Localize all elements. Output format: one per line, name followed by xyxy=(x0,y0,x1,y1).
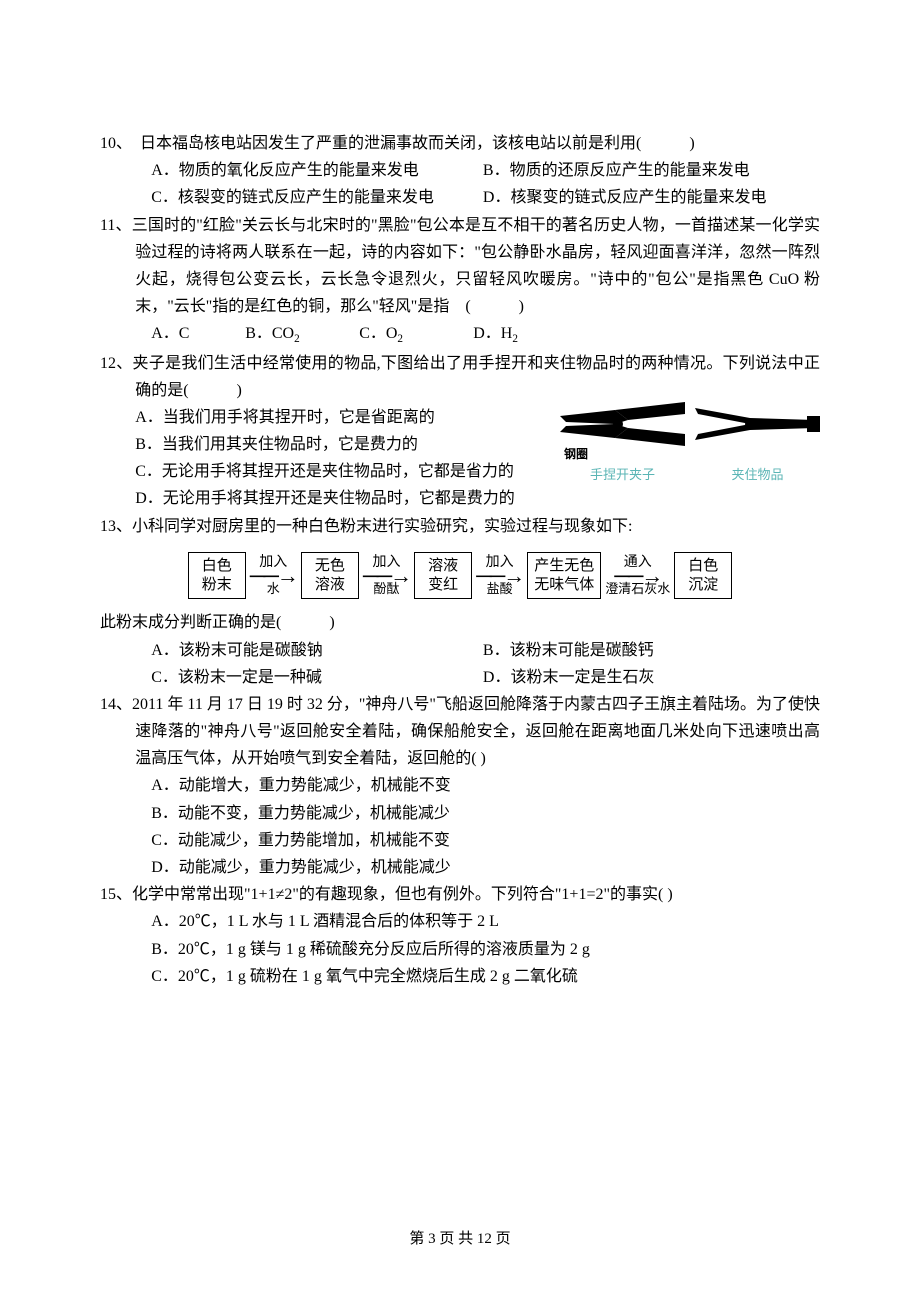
q11-opt-c-text: C．O xyxy=(359,320,397,347)
flow-box-1: 无色 溶液 xyxy=(301,552,359,600)
clip-caption-left: 手捏开夹子 xyxy=(560,464,685,486)
flow-box-2-l2: 变红 xyxy=(421,576,465,595)
flow-arrow-3-bot: 澄清石灰水 xyxy=(605,582,670,596)
sub-2: 2 xyxy=(397,334,403,346)
clip-row xyxy=(560,400,820,448)
q14-text: 2011 年 11 月 17 日 19 时 32 分，"神舟八号"飞船返回舱降落… xyxy=(132,696,820,767)
q11-stem: 11、三国时的"红脸"关云长与北宋时的"黑脸"包公本是互不相干的著名历史人物，一… xyxy=(100,212,820,321)
flow-arrow-1-bot: 酚酞 xyxy=(373,582,399,596)
q10-number: 10、 xyxy=(100,135,124,152)
q10-opt-d: D．核聚变的链式反应产生的能量来发电 xyxy=(483,184,811,211)
flow-arrow-1: 加入 ──→ 酚酞 xyxy=(363,555,410,596)
q13-opt-b: B．该粉末可能是碳酸钙 xyxy=(483,637,811,664)
flow-box-0-l2: 粉末 xyxy=(195,576,239,595)
flow-box-0: 白色 粉末 xyxy=(188,552,246,600)
q13-after: 此粉末成分判断正确的是( ) xyxy=(100,609,820,636)
q15-opt-b: B．20℃，1 g 镁与 1 g 稀硫酸充分反应后所得的溶液质量为 2 g xyxy=(151,936,820,963)
q12-number: 12、 xyxy=(100,355,133,372)
q15-opt-c: C．20℃，1 g 硫粉在 1 g 氧气中完全燃烧后生成 2 g 二氧化硫 xyxy=(151,963,820,990)
q14-opt-a: A．动能增大，重力势能减少，机械能不变 xyxy=(151,772,820,799)
page-footer: 第 3 页 共 12 页 xyxy=(0,1227,920,1253)
q15-stem: 15、化学中常常出现"1+1≠2"的有趣现象，但也有例外。下列符合"1+1=2"… xyxy=(100,881,820,908)
flow-box-4-l2: 沉淀 xyxy=(681,576,725,595)
q11-opt-d: D．H2 xyxy=(473,320,563,349)
q14-options: A．动能增大，重力势能减少，机械能不变 B．动能不变，重力势能减少，机械能减少 … xyxy=(100,772,820,881)
flow-box-2-l1: 溶液 xyxy=(421,557,465,576)
q14-number: 14、 xyxy=(100,696,132,713)
flow-box-4: 白色 沉淀 xyxy=(674,552,732,600)
q10-opt-c: C．核裂变的链式反应产生的能量来发电 xyxy=(151,184,479,211)
flow-box-4-l1: 白色 xyxy=(681,557,725,576)
flow-box-3-l2: 无味气体 xyxy=(534,576,594,595)
q10-options: A．物质的氧化反应产生的能量来发电 B．物质的还原反应产生的能量来发电 C．核裂… xyxy=(100,157,820,211)
q11-options: A．C B．CO2 C．O2 D．H2 xyxy=(100,320,820,349)
q13-opt-d: D．该粉末一定是生石灰 xyxy=(483,664,811,691)
clip-closed xyxy=(695,400,820,448)
question-11: 11、三国时的"红脸"关云长与北宋时的"黑脸"包公本是互不相干的著名历史人物，一… xyxy=(100,212,820,350)
q12-stem: 12、夹子是我们生活中经常使用的物品,下图给出了用手捏开和夹住物品时的两种情况。… xyxy=(100,350,820,404)
flow-arrow-2-bot: 盐酸 xyxy=(487,582,513,596)
page: 10、 日本福岛核电站因发生了严重的泄漏事故而关闭，该核电站以前是利用( ) A… xyxy=(0,0,920,1300)
q13-text: 小科同学对厨房里的一种白色粉末进行实验研究，实验过程与现象如下: xyxy=(132,518,632,535)
q10-opt-a: A．物质的氧化反应产生的能量来发电 xyxy=(151,157,479,184)
flow-arrow-3: 通入 ──→ 澄清石灰水 xyxy=(605,555,670,596)
q14-opt-d: D．动能减少，重力势能减少，机械能减少 xyxy=(151,854,820,881)
q11-text: 三国时的"红脸"关云长与北宋时的"黑脸"包公本是互不相干的著名历史人物，一首描述… xyxy=(132,217,820,316)
sub-2: 2 xyxy=(294,334,300,346)
q13-stem: 13、小科同学对厨房里的一种白色粉末进行实验研究，实验过程与现象如下: xyxy=(100,513,820,540)
q15-text: 化学中常常出现"1+1≠2"的有趣现象，但也有例外。下列符合"1+1=2"的事实… xyxy=(132,886,673,903)
sub-2: 2 xyxy=(512,334,518,346)
q13-opt-a: A．该粉末可能是碳酸钠 xyxy=(151,637,479,664)
flow-box-2: 溶液 变红 xyxy=(414,552,472,600)
q14-stem: 14、2011 年 11 月 17 日 19 时 32 分，"神舟八号"飞船返回… xyxy=(100,691,820,773)
q11-number: 11、 xyxy=(100,217,132,234)
flow-box-1-l2: 溶液 xyxy=(308,576,352,595)
q12-text: 夹子是我们生活中经常使用的物品,下图给出了用手捏开和夹住物品时的两种情况。下列说… xyxy=(133,355,820,399)
q10-stem: 10、 日本福岛核电站因发生了严重的泄漏事故而关闭，该核电站以前是利用( ) xyxy=(100,130,820,157)
q10-text: 日本福岛核电站因发生了严重的泄漏事故而关闭，该核电站以前是利用( ) xyxy=(124,135,695,152)
flow-box-1-l1: 无色 xyxy=(308,557,352,576)
question-15: 15、化学中常常出现"1+1≠2"的有趣现象，但也有例外。下列符合"1+1=2"… xyxy=(100,881,820,990)
q11-opt-c: C．O2 xyxy=(359,320,469,349)
q11-opt-b-text: B．CO xyxy=(245,320,294,347)
q12-body: 钢圈 手捏开夹子 夹住物品 A．当我们用手将其捏开时，它是省距离的 B．当我们用… xyxy=(100,404,820,513)
q13-opt-c: C．该粉末一定是一种碱 xyxy=(151,664,479,691)
question-12: 12、夹子是我们生活中经常使用的物品,下图给出了用手捏开和夹住物品时的两种情况。… xyxy=(100,350,820,513)
clip-closed-svg xyxy=(695,400,820,448)
q11-opt-a: A．C xyxy=(151,320,241,347)
clip-open-svg xyxy=(560,400,685,448)
q11-opt-d-text: D．H xyxy=(473,320,512,347)
clip-open xyxy=(560,400,685,448)
q12-opt-d: D．无论用手将其捏开还是夹住物品时，它都是费力的 xyxy=(135,485,820,512)
q15-options: A．20℃，1 L 水与 1 L 酒精混合后的体积等于 2 L B．20℃，1 … xyxy=(100,908,820,990)
q13-number: 13、 xyxy=(100,518,132,535)
flow-arrow-0: 加入 ──→ 水 xyxy=(250,555,297,596)
clip-captions: 手捏开夹子 夹住物品 xyxy=(560,464,820,486)
q11-opt-b: B．CO2 xyxy=(245,320,355,349)
q15-number: 15、 xyxy=(100,886,132,903)
clip-caption-right: 夹住物品 xyxy=(695,464,820,486)
q13-flow: 白色 粉末 加入 ──→ 水 无色 溶液 加入 ──→ 酚酞 溶液 变红 xyxy=(100,552,820,600)
q10-opt-b: B．物质的还原反应产生的能量来发电 xyxy=(483,157,811,184)
q13-options: A．该粉末可能是碳酸钠 B．该粉末可能是碳酸钙 C．该粉末一定是一种碱 D．该粉… xyxy=(100,637,820,691)
q14-opt-b: B．动能不变，重力势能减少，机械能减少 xyxy=(151,800,820,827)
flow-arrow-0-bot: 水 xyxy=(267,582,280,596)
flow-box-3: 产生无色 无味气体 xyxy=(527,552,601,600)
question-14: 14、2011 年 11 月 17 日 19 时 32 分，"神舟八号"飞船返回… xyxy=(100,691,820,881)
q15-opt-a: A．20℃，1 L 水与 1 L 酒精混合后的体积等于 2 L xyxy=(151,908,820,935)
q14-opt-c: C．动能减少，重力势能增加，机械能不变 xyxy=(151,827,820,854)
flow-arrow-2: 加入 ──→ 盐酸 xyxy=(476,555,523,596)
flow-box-3-l1: 产生无色 xyxy=(534,557,594,576)
flow-box-0-l1: 白色 xyxy=(195,557,239,576)
question-10: 10、 日本福岛核电站因发生了严重的泄漏事故而关闭，该核电站以前是利用( ) A… xyxy=(100,130,820,212)
clip-figure: 钢圈 手捏开夹子 夹住物品 xyxy=(560,400,820,486)
question-13: 13、小科同学对厨房里的一种白色粉末进行实验研究，实验过程与现象如下: 白色 粉… xyxy=(100,513,820,691)
